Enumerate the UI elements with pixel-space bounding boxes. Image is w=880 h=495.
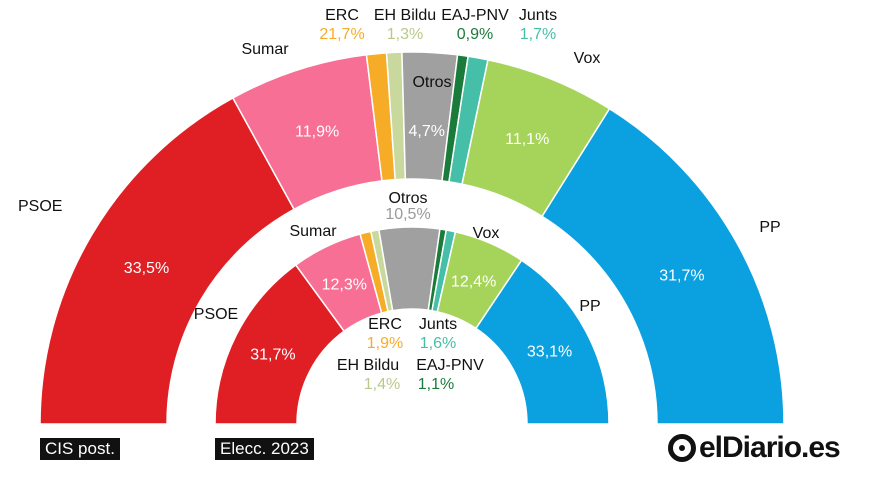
inner-party-label-sumar: Sumar <box>289 223 337 240</box>
brand-logo: elDiario.es <box>668 430 841 466</box>
outer-party-label-vox: Vox <box>574 50 601 67</box>
outer-segment-pp <box>541 107 785 425</box>
inner-value-label-eaj-pnv: 1,1% <box>418 376 454 393</box>
inner-party-label-eh-bildu: EH Bildu <box>337 357 399 374</box>
inner-value-label-otros: 10,5% <box>385 206 430 223</box>
outer-party-label-pp: PP <box>759 219 780 236</box>
logo-text: elDiario.es <box>699 431 841 464</box>
outer-party-label-junts: Junts <box>519 7 557 24</box>
inner-ring-tag: Elecc. 2023 <box>215 438 314 460</box>
inner-value-label-sumar: 12,3% <box>322 276 367 293</box>
outer-value-label-otros: 4,7% <box>409 123 445 140</box>
inner-party-label-eaj-pnv: EAJ-PNV <box>416 357 484 374</box>
outer-party-label-eaj-pnv: EAJ-PNV <box>441 7 509 24</box>
inner-value-label-vox: 12,4% <box>451 274 496 291</box>
inner-value-label-pp: 33,1% <box>527 344 572 361</box>
inner-party-label-otros: Otros <box>388 190 427 207</box>
outer-value-label-eh-bildu: 1,3% <box>387 26 423 43</box>
outer-value-label-vox: 11,1% <box>505 131 549 148</box>
inner-party-label-pp: PP <box>579 298 600 315</box>
inner-value-label-psoe: 31,7% <box>250 346 295 363</box>
inner-party-label-psoe: PSOE <box>194 306 238 323</box>
inner-value-label-eh-bildu: 1,4% <box>364 376 400 393</box>
outer-value-label-junts: 1,7% <box>520 26 556 43</box>
outer-party-label-erc: ERC <box>325 7 359 24</box>
inner-party-label-vox: Vox <box>473 225 500 242</box>
outer-value-label-eaj-pnv: 0,9% <box>457 26 493 43</box>
inner-party-label-erc: ERC <box>368 316 402 333</box>
outer-party-label-psoe: PSOE <box>18 198 62 215</box>
outer-party-label-sumar: Sumar <box>241 41 289 58</box>
outer-value-label-pp: 31,7% <box>659 268 704 285</box>
outer-value-label-psoe: 33,5% <box>124 260 169 277</box>
outer-ring-tag: CIS post. <box>40 438 120 460</box>
inner-value-label-erc: 1,9% <box>367 335 403 352</box>
outer-party-label-otros: Otros <box>412 74 451 91</box>
inner-value-label-junts: 1,6% <box>420 335 456 352</box>
outer-value-label-sumar: 11,9% <box>295 123 339 140</box>
outer-value-label-erc: 21,7% <box>319 26 364 43</box>
logo-mark-icon <box>668 434 696 462</box>
inner-party-label-junts: Junts <box>419 316 457 333</box>
outer-party-label-eh-bildu: EH Bildu <box>374 7 436 24</box>
inner-segment-pp <box>474 259 610 425</box>
